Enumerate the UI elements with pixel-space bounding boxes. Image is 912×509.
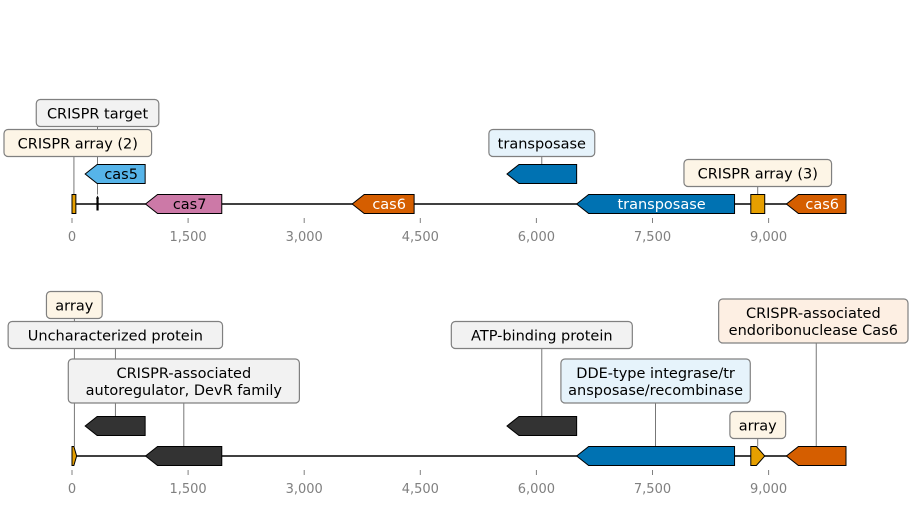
tick-label: 1,500	[169, 230, 206, 245]
callout-box	[45, 290, 103, 320]
callout-label: DDE-type integrase/tr	[576, 366, 735, 382]
tick-label: 9,000	[750, 482, 787, 497]
tick-label: 9,000	[750, 230, 787, 245]
gene-crispr-array-2[interactable]	[71, 194, 77, 214]
tick-label: 6,000	[518, 230, 555, 245]
gene-array-small[interactable]	[71, 446, 78, 466]
gene-cas6-a[interactable]: cas6	[351, 194, 415, 214]
callout-array-2: array	[729, 410, 787, 447]
gene-shape	[144, 446, 223, 466]
callout-label: CRISPR-associated	[116, 366, 251, 382]
gene-devr[interactable]	[144, 446, 223, 466]
callout-label: CRISPR-associated	[746, 306, 881, 322]
callout-atp-binding: ATP-binding protein	[450, 320, 633, 417]
gene-shape	[144, 194, 223, 214]
callout-box	[450, 320, 633, 350]
tick-label: 7,500	[634, 230, 671, 245]
callout-box	[560, 358, 751, 404]
callout-label: transposase	[498, 137, 586, 153]
gene-dde-integrase[interactable]	[575, 446, 736, 466]
gene-label: cas6	[805, 197, 839, 213]
gene-label: cas6	[372, 197, 406, 213]
callout-box	[67, 358, 300, 404]
gene-shape	[506, 164, 578, 184]
gene-shape	[84, 416, 146, 436]
callout-label: Uncharacterized protein	[28, 329, 203, 345]
callout-label: array	[55, 299, 93, 315]
callout-label: ATP-binding protein	[471, 329, 613, 345]
gene-shape	[71, 446, 78, 466]
callout-label: ansposase/recombinase	[568, 383, 743, 399]
gene-shape	[750, 446, 766, 466]
gene-uncharacterized[interactable]	[84, 416, 146, 436]
callout-crispr-array-3: CRISPR array (3)	[683, 158, 833, 195]
callout-crispr-target: CRISPR target	[35, 98, 160, 195]
callout-label: array	[739, 419, 777, 435]
gene-shape	[750, 194, 766, 214]
gene-atp-binding[interactable]	[506, 416, 578, 436]
gene-cas6-endo[interactable]	[785, 446, 847, 466]
tick-label: 4,500	[402, 482, 439, 497]
callout-transposase-a: transposase	[488, 128, 596, 165]
gene-shape	[351, 194, 415, 214]
tick-label: 6,000	[518, 482, 555, 497]
callout-label: CRISPR array (2)	[18, 137, 138, 153]
callout-crispr-array-2: CRISPR array (2)	[3, 128, 153, 195]
tick-label: 3,000	[286, 230, 323, 245]
callout-label: endoribonuclease Cas6	[729, 323, 898, 339]
callout-label: CRISPR array (3)	[698, 167, 818, 183]
gene-array-2[interactable]	[750, 446, 766, 466]
gene-shape	[71, 194, 77, 214]
gene-cas5[interactable]: cas5	[84, 164, 146, 184]
callout-box	[3, 128, 153, 158]
tick-label: 7,500	[634, 482, 671, 497]
target-marker-tip	[96, 195, 100, 199]
track-bottom: 0 1,500 3,000 4,500 6,000 7,500 9,000 array Unch…	[7, 290, 909, 497]
callout-box	[729, 410, 787, 440]
gene-crispr-array-3[interactable]	[750, 194, 766, 214]
gene-transposase-a[interactable]	[506, 164, 578, 184]
callout-array-small: array	[45, 290, 103, 447]
gene-shape	[785, 446, 847, 466]
tick-label: 4,500	[402, 230, 439, 245]
gene-shape	[575, 194, 736, 214]
track-top: 0 1,500 3,000 4,500 6,000 7,500 9,000 CRISPR ta…	[3, 98, 847, 245]
gene-cas6-b[interactable]: cas6	[785, 194, 847, 214]
callout-label: autoregulator, DevR family	[86, 383, 283, 399]
gene-shape	[84, 164, 146, 184]
callout-dde-integrase: DDE-type integrase/transposase/recombina…	[560, 358, 751, 447]
gene-shape	[506, 416, 578, 436]
gene-crispr-target[interactable]	[96, 195, 100, 211]
gene-label: cas5	[104, 167, 138, 183]
gene-cas7[interactable]: cas7	[144, 194, 223, 214]
callout-box	[7, 320, 224, 350]
gene-label: cas7	[173, 197, 207, 213]
callout-box	[683, 158, 833, 188]
callout-label: CRISPR target	[47, 107, 149, 123]
tick-label: 0	[68, 230, 76, 245]
gene-transposase-b[interactable]: transposase	[575, 194, 736, 214]
gene-label: transposase	[617, 197, 705, 213]
gene-shape	[785, 194, 847, 214]
callout-box	[488, 128, 596, 158]
callout-box	[718, 298, 909, 344]
tick-label: 1,500	[169, 482, 206, 497]
callout-box	[35, 98, 160, 128]
callout-uncharacterized: Uncharacterized protein	[7, 320, 224, 417]
tick-label: 0	[68, 482, 76, 497]
gene-shape	[575, 446, 736, 466]
tick-label: 3,000	[286, 482, 323, 497]
